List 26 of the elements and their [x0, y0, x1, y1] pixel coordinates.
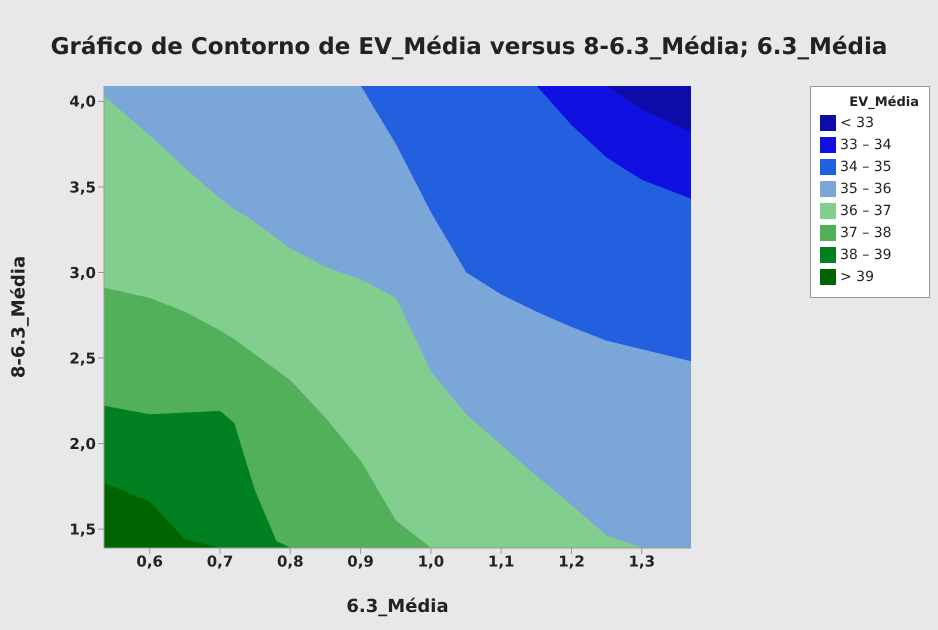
- y-tick-label: 1,5: [69, 520, 96, 539]
- y-tick-label: 3,0: [69, 264, 96, 282]
- x-tick-label: 0,6: [136, 552, 163, 571]
- x-tick-label: 0,7: [206, 552, 234, 571]
- legend-label: 35 – 36: [840, 181, 892, 197]
- legend-label: 38 – 39: [840, 247, 892, 263]
- y-tick-label: 2,0: [69, 434, 96, 453]
- x-tick-label: 1,2: [558, 552, 585, 571]
- x-tick-label: 1,1: [488, 552, 514, 571]
- x-tick-label: 0,9: [347, 552, 374, 571]
- x-tick-label: 1,3: [628, 552, 656, 571]
- legend-label: 33 – 34: [840, 137, 892, 153]
- legend-title: EV_Média: [848, 94, 920, 110]
- y-tick-label: 4,0: [69, 92, 96, 111]
- y-tick-label: 2,5: [69, 349, 96, 368]
- y-axis-title: 8-6.3_Média: [8, 256, 30, 378]
- legend-label: 36 – 37: [840, 203, 892, 219]
- chart-title: Gráfico de Contorno de EV_Média versus 8-6.3_Média; 6.3_Média: [50, 34, 888, 60]
- legend-label: > 39: [840, 269, 874, 285]
- x-tick-label: 0,8: [277, 552, 304, 571]
- legend-label: 34 – 35: [840, 159, 892, 175]
- legend-label: 37 – 38: [840, 225, 892, 241]
- y-tick-label: 3,5: [69, 178, 96, 196]
- x-axis-title: 6.3_Média: [346, 596, 449, 617]
- x-tick-label: 1,0: [418, 552, 444, 571]
- legend-label: < 33: [840, 115, 874, 131]
